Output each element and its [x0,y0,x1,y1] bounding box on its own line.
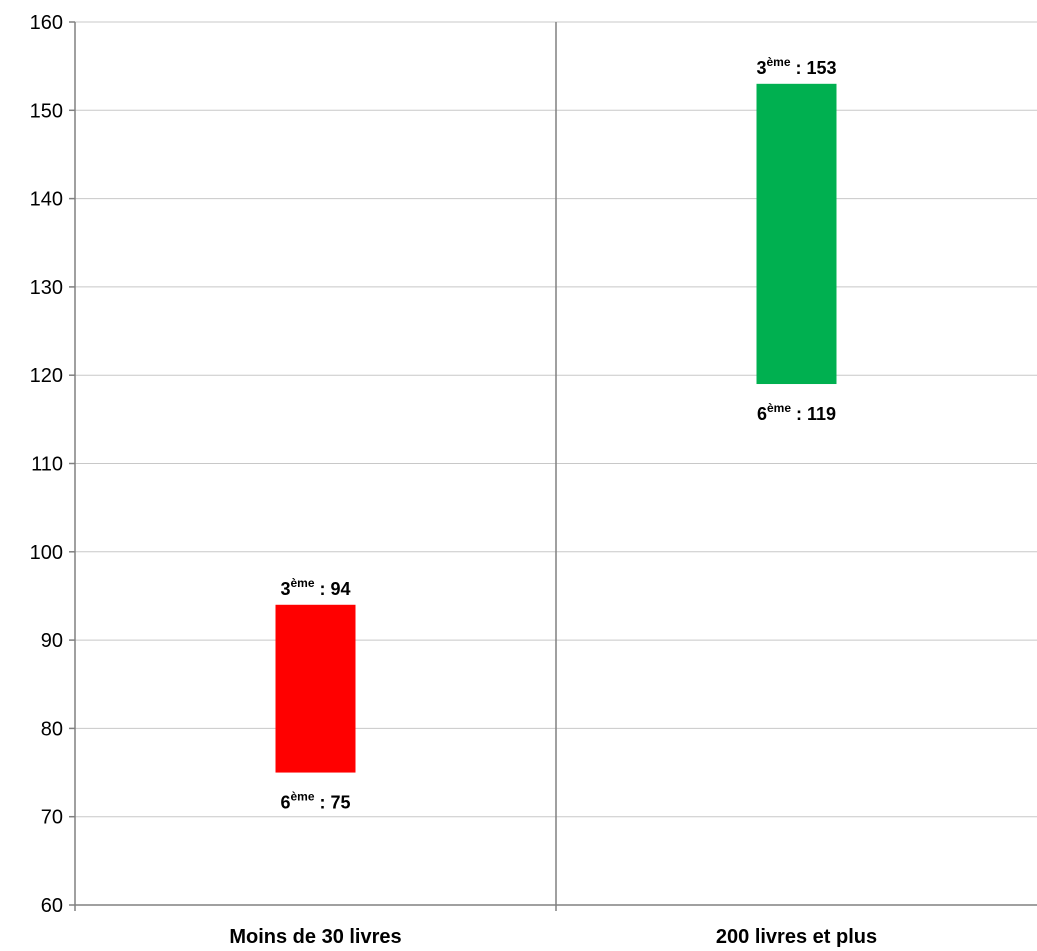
y-tick-label: 60 [41,895,63,917]
range-bar [756,83,837,385]
x-category-label: 200 livres et plus [716,926,877,948]
y-tick-label: 100 [30,542,63,564]
low-value-label: 6ème : 119 [757,401,836,424]
y-tick-label: 80 [41,718,63,740]
y-tick-label: 140 [30,189,63,211]
y-tick-label: 110 [31,454,63,476]
y-axis-ticks: 60 70 80 90 100 110 120 130 140 150 160 [30,12,75,917]
y-tick-label: 160 [30,12,63,34]
x-category-label: Moins de 30 livres [229,926,401,948]
low-value-label: 6ème : 75 [280,790,350,813]
axes [74,22,1037,911]
range-bar [275,604,356,773]
range-bars [275,83,837,773]
y-tick-label: 70 [41,807,63,829]
y-tick-label: 120 [30,365,63,387]
high-value-label: 3ème : 94 [280,576,350,599]
data-labels: 3ème : 94 6ème : 75 3ème : 153 6ème : 119 [280,55,836,813]
y-tick-label: 90 [41,630,63,652]
y-tick-label: 130 [30,277,63,299]
x-axis-categories: Moins de 30 livres 200 livres et plus [229,926,877,948]
high-value-label: 3ème : 153 [756,55,836,78]
y-tick-label: 150 [30,100,63,122]
